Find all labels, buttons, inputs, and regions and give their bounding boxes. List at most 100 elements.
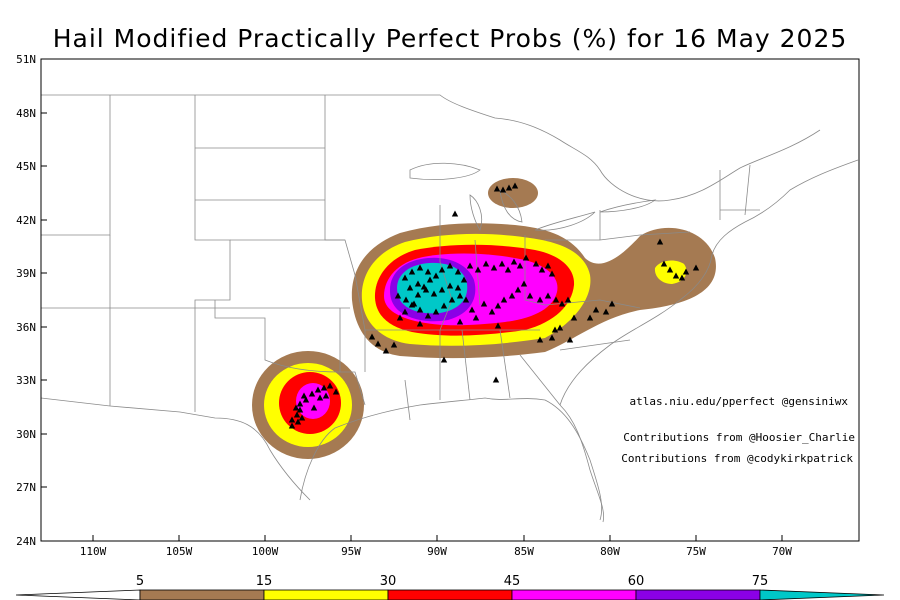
hail-report-triangle-icon bbox=[544, 292, 552, 299]
hail-report-triangle-icon bbox=[374, 340, 382, 347]
lat-label: 33N bbox=[16, 374, 36, 387]
colorbar-bin bbox=[263, 589, 389, 600]
hail-report-triangle-icon bbox=[414, 291, 422, 298]
hail-report-triangle-icon bbox=[666, 266, 674, 273]
hail-report-triangle-icon bbox=[396, 314, 404, 321]
hail-reports bbox=[288, 182, 700, 429]
hail-report-triangle-icon bbox=[401, 274, 409, 281]
lat-label: 45N bbox=[16, 160, 36, 173]
hail-report-triangle-icon bbox=[368, 333, 376, 340]
contour-michigan bbox=[488, 178, 538, 208]
lat-label: 24N bbox=[16, 535, 36, 548]
hail-report-triangle-icon bbox=[408, 268, 416, 275]
hail-report-triangle-icon bbox=[322, 392, 330, 399]
hail-report-triangle-icon bbox=[424, 312, 432, 319]
lon-axis bbox=[92, 535, 783, 541]
hail-report-triangle-icon bbox=[500, 296, 508, 303]
hail-report-triangle-icon bbox=[492, 376, 500, 383]
hail-report-triangle-icon bbox=[692, 264, 700, 271]
geographic-lines bbox=[41, 94, 859, 523]
colorbar-bin bbox=[635, 589, 761, 600]
contour-texas bbox=[252, 351, 364, 459]
hail-report-triangle-icon bbox=[426, 276, 434, 283]
hail-report-triangle-icon bbox=[406, 284, 414, 291]
lat-label: 51N bbox=[16, 53, 36, 66]
hail-report-triangle-icon bbox=[511, 182, 519, 189]
hail-report-triangle-icon bbox=[310, 404, 318, 411]
hail-report-triangle-icon bbox=[490, 264, 498, 271]
lat-label: 42N bbox=[16, 214, 36, 227]
lat-label: 27N bbox=[16, 481, 36, 494]
hail-report-triangle-icon bbox=[416, 264, 424, 271]
lon-label: 95W bbox=[341, 545, 361, 558]
map-frame bbox=[40, 58, 860, 542]
hail-report-triangle-icon bbox=[288, 416, 296, 423]
hail-report-triangle-icon bbox=[548, 334, 556, 341]
hail-report-triangle-icon bbox=[558, 300, 566, 307]
hail-report-triangle-icon bbox=[466, 262, 474, 269]
hail-report-triangle-icon bbox=[493, 185, 501, 192]
hail-report-triangle-icon bbox=[448, 296, 456, 303]
hail-report-triangle-icon bbox=[498, 260, 506, 267]
colorbar-label: 45 bbox=[504, 574, 521, 589]
hail-report-triangle-icon bbox=[526, 292, 534, 299]
hail-report-triangle-icon bbox=[552, 296, 560, 303]
hail-report-triangle-icon bbox=[514, 286, 522, 293]
hail-report-triangle-icon bbox=[504, 266, 512, 273]
colorbar-label: 60 bbox=[628, 574, 645, 589]
hail-report-triangle-icon bbox=[460, 276, 468, 283]
hail-report-triangle-icon bbox=[440, 302, 448, 309]
hail-report-triangle-icon bbox=[536, 296, 544, 303]
hail-report-triangle-icon bbox=[414, 280, 422, 287]
hail-report-triangle-icon bbox=[548, 270, 556, 277]
hail-report-triangle-icon bbox=[538, 266, 546, 273]
hail-report-triangle-icon bbox=[494, 302, 502, 309]
colorbar-high-arrow bbox=[759, 589, 885, 600]
colorbar-bin bbox=[387, 589, 513, 600]
hail-report-triangle-icon bbox=[401, 308, 409, 315]
colorbar-bin bbox=[139, 589, 265, 600]
hail-report-triangle-icon bbox=[394, 292, 402, 299]
hail-report-triangle-icon bbox=[570, 314, 578, 321]
hail-report-triangle-icon bbox=[432, 308, 440, 315]
hail-report-triangle-icon bbox=[438, 286, 446, 293]
hail-report-triangle-icon bbox=[564, 296, 572, 303]
hail-report-triangle-icon bbox=[438, 266, 446, 273]
lat-label: 48N bbox=[16, 107, 36, 120]
hail-report-triangle-icon bbox=[454, 268, 462, 275]
hail-report-triangle-icon bbox=[516, 262, 524, 269]
hail-report-triangle-icon bbox=[416, 306, 424, 313]
lat-axis bbox=[41, 58, 47, 542]
hail-report-triangle-icon bbox=[432, 272, 440, 279]
colorbar-label: 15 bbox=[256, 574, 273, 589]
hail-report-triangle-icon bbox=[566, 336, 574, 343]
hail-report-triangle-icon bbox=[505, 184, 513, 191]
hail-report-triangle-icon bbox=[468, 306, 476, 313]
lon-labels: 110W 105W 100W 95W 90W 85W 80W 75W 70W bbox=[80, 545, 793, 558]
lon-label: 75W bbox=[686, 545, 706, 558]
hail-report-triangle-icon bbox=[288, 422, 296, 429]
hail-report-triangle-icon bbox=[454, 284, 462, 291]
hail-report-triangle-icon bbox=[293, 411, 301, 418]
hail-report-triangle-icon bbox=[480, 300, 488, 307]
hail-report-triangle-icon bbox=[520, 280, 528, 287]
hail-report-triangle-icon bbox=[410, 300, 418, 307]
colorbar-label: 30 bbox=[380, 574, 397, 589]
hail-report-triangle-icon bbox=[296, 406, 304, 413]
hail-report-triangle-icon bbox=[456, 292, 464, 299]
hail-report-triangle-icon bbox=[474, 266, 482, 273]
hail-report-triangle-icon bbox=[300, 392, 308, 399]
hail-report-triangle-icon bbox=[556, 324, 564, 331]
hail-report-triangle-icon bbox=[472, 314, 480, 321]
hail-report-triangle-icon bbox=[592, 306, 600, 313]
hail-report-triangle-icon bbox=[499, 186, 507, 193]
hail-report-triangle-icon bbox=[462, 296, 470, 303]
hail-report-triangle-icon bbox=[446, 282, 454, 289]
hail-report-triangle-icon bbox=[544, 262, 552, 269]
hail-report-triangle-icon bbox=[608, 300, 616, 307]
hail-report-triangle-icon bbox=[451, 210, 459, 217]
hail-report-triangle-icon bbox=[302, 396, 310, 403]
hail-report-triangle-icon bbox=[532, 260, 540, 267]
hail-report-triangle-icon bbox=[536, 336, 544, 343]
hail-report-triangle-icon bbox=[682, 268, 690, 275]
